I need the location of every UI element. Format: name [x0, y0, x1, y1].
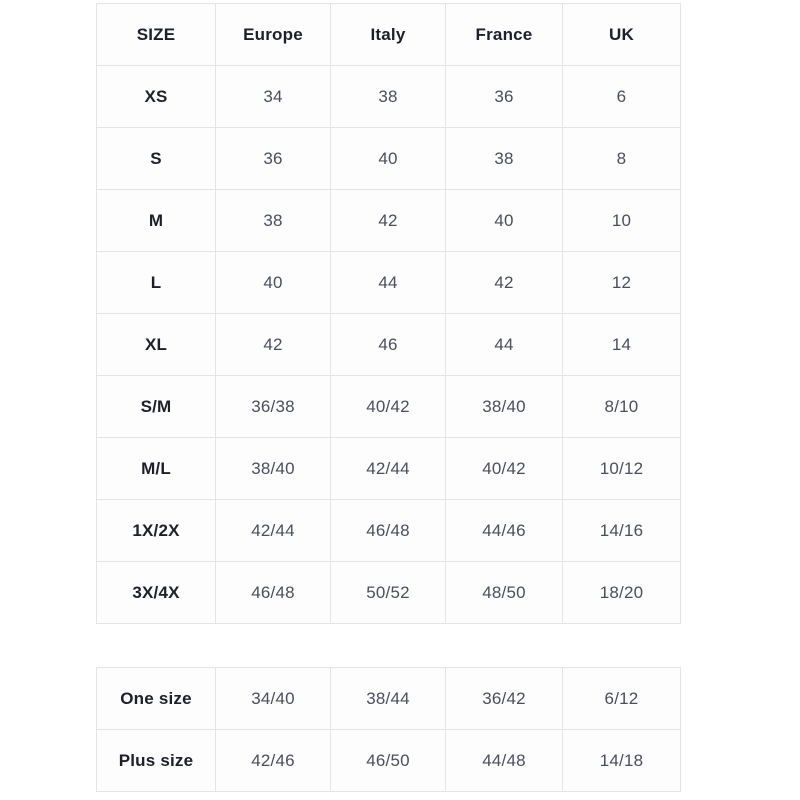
- table-row: XS 34 38 36 6: [96, 65, 681, 128]
- cell-italy: 38/44: [330, 667, 446, 730]
- cell-europe: 42/44: [215, 499, 331, 562]
- table-row: M/L 38/40 42/44 40/42 10/12: [96, 437, 681, 500]
- cell-size: One size: [96, 667, 216, 730]
- cell-europe: 42: [215, 313, 331, 376]
- cell-uk: 6: [562, 65, 681, 128]
- cell-uk: 14/18: [562, 729, 681, 792]
- cell-france: 42: [445, 251, 563, 314]
- table-row: 1X/2X 42/44 46/48 44/46 14/16: [96, 499, 681, 562]
- cell-uk: 12: [562, 251, 681, 314]
- table-row: M 38 42 40 10: [96, 189, 681, 252]
- table-row: One size 34/40 38/44 36/42 6/12: [96, 667, 681, 730]
- cell-france: 44/46: [445, 499, 563, 562]
- cell-size: M: [96, 189, 216, 252]
- one-size-plus-size-table: One size 34/40 38/44 36/42 6/12 Plus siz…: [96, 667, 681, 792]
- cell-italy: 46/48: [330, 499, 446, 562]
- cell-france: 38: [445, 127, 563, 190]
- cell-italy: 42/44: [330, 437, 446, 500]
- cell-italy: 46/50: [330, 729, 446, 792]
- table-row: Plus size 42/46 46/50 44/48 14/18: [96, 729, 681, 792]
- cell-uk: 10/12: [562, 437, 681, 500]
- cell-france: 38/40: [445, 375, 563, 438]
- size-conversion-table: SIZE Europe Italy France UK XS 34 38 36 …: [96, 3, 681, 624]
- header-row: SIZE Europe Italy France UK: [96, 3, 681, 66]
- cell-france: 44: [445, 313, 563, 376]
- cell-europe: 40: [215, 251, 331, 314]
- cell-uk: 14: [562, 313, 681, 376]
- cell-europe: 38: [215, 189, 331, 252]
- cell-size: 3X/4X: [96, 561, 216, 624]
- table-header: SIZE Europe Italy France UK: [96, 3, 681, 66]
- cell-france: 48/50: [445, 561, 563, 624]
- cell-france: 36/42: [445, 667, 563, 730]
- cell-europe: 36/38: [215, 375, 331, 438]
- cell-italy: 40: [330, 127, 446, 190]
- column-header-europe: Europe: [215, 3, 331, 66]
- cell-france: 40/42: [445, 437, 563, 500]
- cell-france: 44/48: [445, 729, 563, 792]
- cell-size: S: [96, 127, 216, 190]
- cell-size: L: [96, 251, 216, 314]
- table-row: 3X/4X 46/48 50/52 48/50 18/20: [96, 561, 681, 624]
- table-row: S 36 40 38 8: [96, 127, 681, 190]
- cell-size: M/L: [96, 437, 216, 500]
- column-header-france: France: [445, 3, 563, 66]
- cell-size: 1X/2X: [96, 499, 216, 562]
- cell-italy: 50/52: [330, 561, 446, 624]
- cell-europe: 42/46: [215, 729, 331, 792]
- cell-europe: 38/40: [215, 437, 331, 500]
- table-body: XS 34 38 36 6 S 36 40 38 8 M 38 42 40 10: [96, 65, 681, 624]
- cell-italy: 46: [330, 313, 446, 376]
- cell-europe: 36: [215, 127, 331, 190]
- cell-uk: 8/10: [562, 375, 681, 438]
- column-header-italy: Italy: [330, 3, 446, 66]
- cell-italy: 40/42: [330, 375, 446, 438]
- cell-uk: 14/16: [562, 499, 681, 562]
- table-row: XL 42 46 44 14: [96, 313, 681, 376]
- cell-france: 40: [445, 189, 563, 252]
- column-header-uk: UK: [562, 3, 681, 66]
- cell-size: Plus size: [96, 729, 216, 792]
- table-row: S/M 36/38 40/42 38/40 8/10: [96, 375, 681, 438]
- cell-europe: 34/40: [215, 667, 331, 730]
- table-row: L 40 44 42 12: [96, 251, 681, 314]
- cell-france: 36: [445, 65, 563, 128]
- cell-uk: 18/20: [562, 561, 681, 624]
- cell-uk: 10: [562, 189, 681, 252]
- column-header-size: SIZE: [96, 3, 216, 66]
- cell-size: XL: [96, 313, 216, 376]
- cell-europe: 46/48: [215, 561, 331, 624]
- cell-size: S/M: [96, 375, 216, 438]
- cell-italy: 38: [330, 65, 446, 128]
- cell-uk: 8: [562, 127, 681, 190]
- cell-size: XS: [96, 65, 216, 128]
- cell-italy: 42: [330, 189, 446, 252]
- cell-italy: 44: [330, 251, 446, 314]
- cell-europe: 34: [215, 65, 331, 128]
- cell-uk: 6/12: [562, 667, 681, 730]
- table-body: One size 34/40 38/44 36/42 6/12 Plus siz…: [96, 667, 681, 792]
